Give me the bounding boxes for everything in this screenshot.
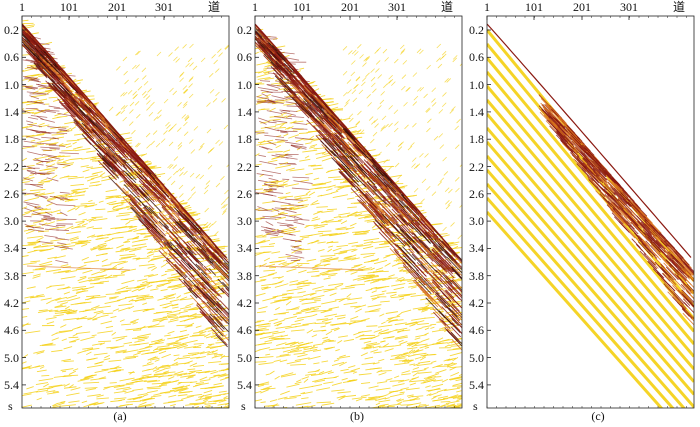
- y-tick-label-a-8: 3.4: [4, 241, 19, 256]
- y-axis-unit-b: s: [241, 399, 246, 413]
- y-tick-label-c-3: 1.4: [469, 104, 484, 119]
- seismic-section-c: [486, 15, 695, 409]
- x-tick-label-b-0: 1: [252, 0, 258, 14]
- y-tick-label-a-2: 1.0: [4, 77, 19, 92]
- x-tick-label-c-0: 1: [484, 0, 490, 14]
- y-axis-unit-a: s: [8, 399, 13, 413]
- first-break-b: [255, 23, 460, 258]
- seismic-traces-b: [255, 23, 462, 408]
- x-axis-unit-a: 道: [207, 0, 221, 14]
- seismic-traces-c: [487, 23, 694, 408]
- x-axis-unit-c: 道: [672, 0, 686, 14]
- y-axis-unit-c: s: [473, 399, 478, 413]
- panel-a: 1 101 201 301 道 0.2 0.6 1.0 1.4 1.8 2.2 2.6 3.0 3.4 3.…: [0, 0, 235, 427]
- x-tick-label-a-1: 101: [60, 0, 78, 14]
- seismic-section-b: [254, 15, 463, 409]
- x-tick-label-a-2: 201: [108, 0, 126, 14]
- stripe-c-10: [487, 169, 694, 408]
- caption-c: (c): [591, 409, 605, 423]
- stripe-c-8: [487, 141, 694, 383]
- stripe-c-12: [487, 197, 675, 408]
- y-tick-label-b-3: 1.4: [237, 104, 252, 119]
- y-tick-label-c-12: 5.0: [469, 350, 484, 365]
- first-break-a: [22, 23, 227, 258]
- x-tick-label-c-1: 101: [525, 0, 543, 14]
- seismic-section-a: [21, 15, 230, 409]
- y-tick-label-b-1: 0.6: [237, 50, 252, 65]
- y-tick-label-b-7: 3.0: [237, 214, 252, 229]
- x-tick-label-a-3: 301: [155, 0, 173, 14]
- y-tick-label-a-5: 2.2: [4, 159, 19, 174]
- stripe-c-4: [487, 85, 694, 333]
- y-tick-label-c-5: 2.2: [469, 159, 484, 174]
- y-tick-label-b-6: 2.6: [237, 186, 252, 201]
- panel-c: 1 101 201 301 道 0.2 0.6 1.0 1.4 1.8 2.2 2.6 3.0 3.4 3.…: [465, 0, 700, 427]
- stripe-c-11: [487, 183, 686, 408]
- stripe-c-5: [487, 99, 694, 345]
- stripe-c-6: [487, 113, 694, 358]
- y-tick-label-c-1: 0.6: [469, 50, 484, 65]
- y-tick-label-b-11: 4.6: [237, 323, 252, 338]
- x-tick-label-b-3: 301: [388, 0, 406, 14]
- reflection-b: [259, 265, 364, 271]
- stripe-c-3: [487, 71, 694, 320]
- panel-b: 1 101 201 301 道 0.2 0.6 1.0 1.4 1.8 2.2 2.6 3.0 3.4 3.…: [233, 0, 468, 427]
- first-break-c: [487, 23, 692, 258]
- y-tick-label-a-11: 4.6: [4, 323, 19, 338]
- seismic-traces-a: [22, 19, 229, 408]
- y-tick-label-a-3: 1.4: [4, 104, 19, 119]
- caption-a: (a): [113, 409, 127, 423]
- y-tick-label-b-13: 5.4: [237, 377, 252, 392]
- caption-b: (b): [350, 409, 364, 423]
- y-tick-label-c-13: 5.4: [469, 377, 484, 392]
- y-tick-label-a-1: 0.6: [4, 50, 19, 65]
- stripe-c-7: [487, 127, 694, 371]
- x-tick-label-a-0: 1: [19, 0, 25, 14]
- reflection-a: [26, 265, 131, 271]
- y-tick-label-a-7: 3.0: [4, 214, 19, 229]
- y-tick-label-b-12: 5.0: [237, 350, 252, 365]
- x-tick-label-b-1: 101: [293, 0, 311, 14]
- plot-frame-b: [254, 15, 463, 409]
- y-tick-label-c-10: 4.2: [469, 296, 484, 310]
- y-tick-label-c-7: 3.0: [469, 214, 484, 229]
- x-tick-label-c-2: 201: [573, 0, 591, 14]
- x-tick-label-b-2: 201: [341, 0, 359, 14]
- y-tick-label-b-0: 0.2: [237, 23, 252, 37]
- stripe-c-9: [487, 155, 694, 396]
- y-tick-label-a-10: 4.2: [4, 296, 19, 310]
- y-tick-label-a-0: 0.2: [4, 23, 19, 37]
- x-axis-unit-b: 道: [440, 0, 454, 14]
- y-tick-label-c-9: 3.8: [469, 268, 484, 283]
- y-tick-label-b-8: 3.4: [237, 241, 252, 256]
- y-tick-label-c-11: 4.6: [469, 323, 484, 338]
- y-tick-label-b-4: 1.8: [237, 132, 252, 147]
- y-tick-label-a-9: 3.8: [4, 268, 19, 283]
- y-tick-label-c-8: 3.4: [469, 241, 484, 256]
- plot-frame-c: [486, 15, 695, 409]
- stripe-c-2: [487, 57, 694, 308]
- plot-frame-a: [21, 15, 230, 409]
- stripe-c-13: [487, 211, 664, 408]
- y-tick-label-b-2: 1.0: [237, 77, 252, 92]
- y-tick-label-c-0: 0.2: [469, 23, 484, 37]
- y-tick-label-b-5: 2.2: [237, 159, 252, 174]
- y-tick-label-c-4: 1.8: [469, 132, 484, 147]
- y-tick-label-a-12: 5.0: [4, 350, 19, 365]
- y-tick-label-b-9: 3.8: [237, 268, 252, 283]
- y-tick-label-c-2: 1.0: [469, 77, 484, 92]
- y-tick-label-a-4: 1.8: [4, 132, 19, 147]
- y-tick-label-c-6: 2.6: [469, 186, 484, 201]
- y-tick-label-a-13: 5.4: [4, 377, 19, 392]
- x-tick-label-c-3: 301: [620, 0, 638, 14]
- y-tick-label-b-10: 4.2: [237, 296, 252, 310]
- y-tick-label-a-6: 2.6: [4, 186, 19, 201]
